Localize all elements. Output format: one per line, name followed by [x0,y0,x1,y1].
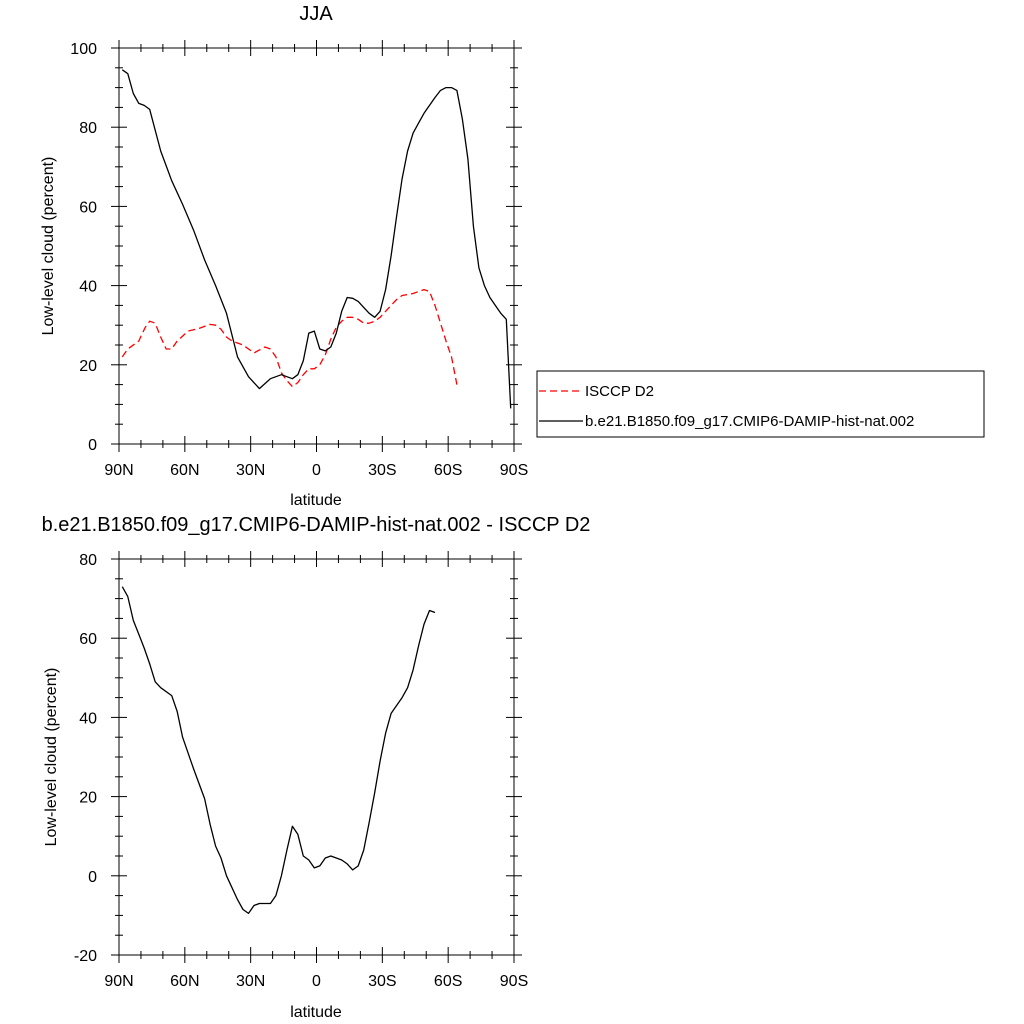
y-tick-label: 0 [88,437,97,454]
bottom-axis-tick-labels: 90N 60N 30N 0 30S 60S 90S -20 0 20 40 60 80 [74,552,528,990]
bottom-chart-title: b.e21.B1850.f09_g17.CMIP6-DAMIP-hist-nat… [42,514,591,536]
x-tick-label: 60N [170,462,199,479]
bottom-chart: b.e21.B1850.f09_g17.CMIP6-DAMIP-hist-nat… [42,514,591,1021]
y-tick-label: 20 [79,790,97,807]
top-axis-ticks [111,40,522,452]
top-series-line-0 [121,288,458,388]
y-tick-label: 0 [88,869,97,886]
x-tick-label: 90S [500,462,528,479]
bottom-series-line-0 [121,586,436,915]
x-tick-label: 0 [312,973,321,990]
bottom-axis-ticks [111,551,522,963]
x-tick-label: 30S [368,973,396,990]
x-tick-label: 30N [236,973,265,990]
legend-box [536,370,985,438]
top-series-line-1 [121,69,512,409]
y-tick-label: 40 [79,279,97,296]
top-chart: JJA 90N 60N 30N 0 30S 60S 90S 0 20 40 60 80 100 lati… [40,3,528,509]
x-tick-label: 60S [434,462,462,479]
y-tick-label: 60 [79,631,97,648]
top-y-axis-title: Low-level cloud (percent) [40,157,57,336]
bottom-series-lines [121,586,436,915]
legend: ISCCP D2 b.e21.B1850.f09_g17.CMIP6-DAMIP… [536,370,985,438]
x-tick-label: 90N [104,973,133,990]
legend-label-isccp: ISCCP D2 [585,383,654,400]
y-tick-label: 80 [79,552,97,569]
y-tick-label: 80 [79,120,97,137]
y-tick-label: -20 [74,948,97,965]
y-tick-label: 20 [79,358,97,375]
y-tick-label: 100 [70,41,97,58]
x-tick-label: 60S [434,973,462,990]
top-chart-title: JJA [299,3,333,25]
top-series-lines [121,69,512,409]
x-tick-label: 30N [236,462,265,479]
x-tick-label: 90S [500,973,528,990]
top-axis-tick-labels: 90N 60N 30N 0 30S 60S 90S 0 20 40 60 80 100 [70,41,528,479]
bottom-y-axis-title: Low-level cloud (percent) [43,668,60,847]
top-x-axis-title: latitude [290,492,342,509]
y-tick-label: 40 [79,710,97,727]
x-tick-label: 0 [312,462,321,479]
bottom-x-axis-title: latitude [290,1004,342,1021]
legend-label-model: b.e21.B1850.f09_g17.CMIP6-DAMIP-hist-nat… [585,413,914,430]
x-tick-label: 60N [170,973,199,990]
y-tick-label: 60 [79,199,97,216]
x-tick-label: 90N [104,462,133,479]
x-tick-label: 30S [368,462,396,479]
